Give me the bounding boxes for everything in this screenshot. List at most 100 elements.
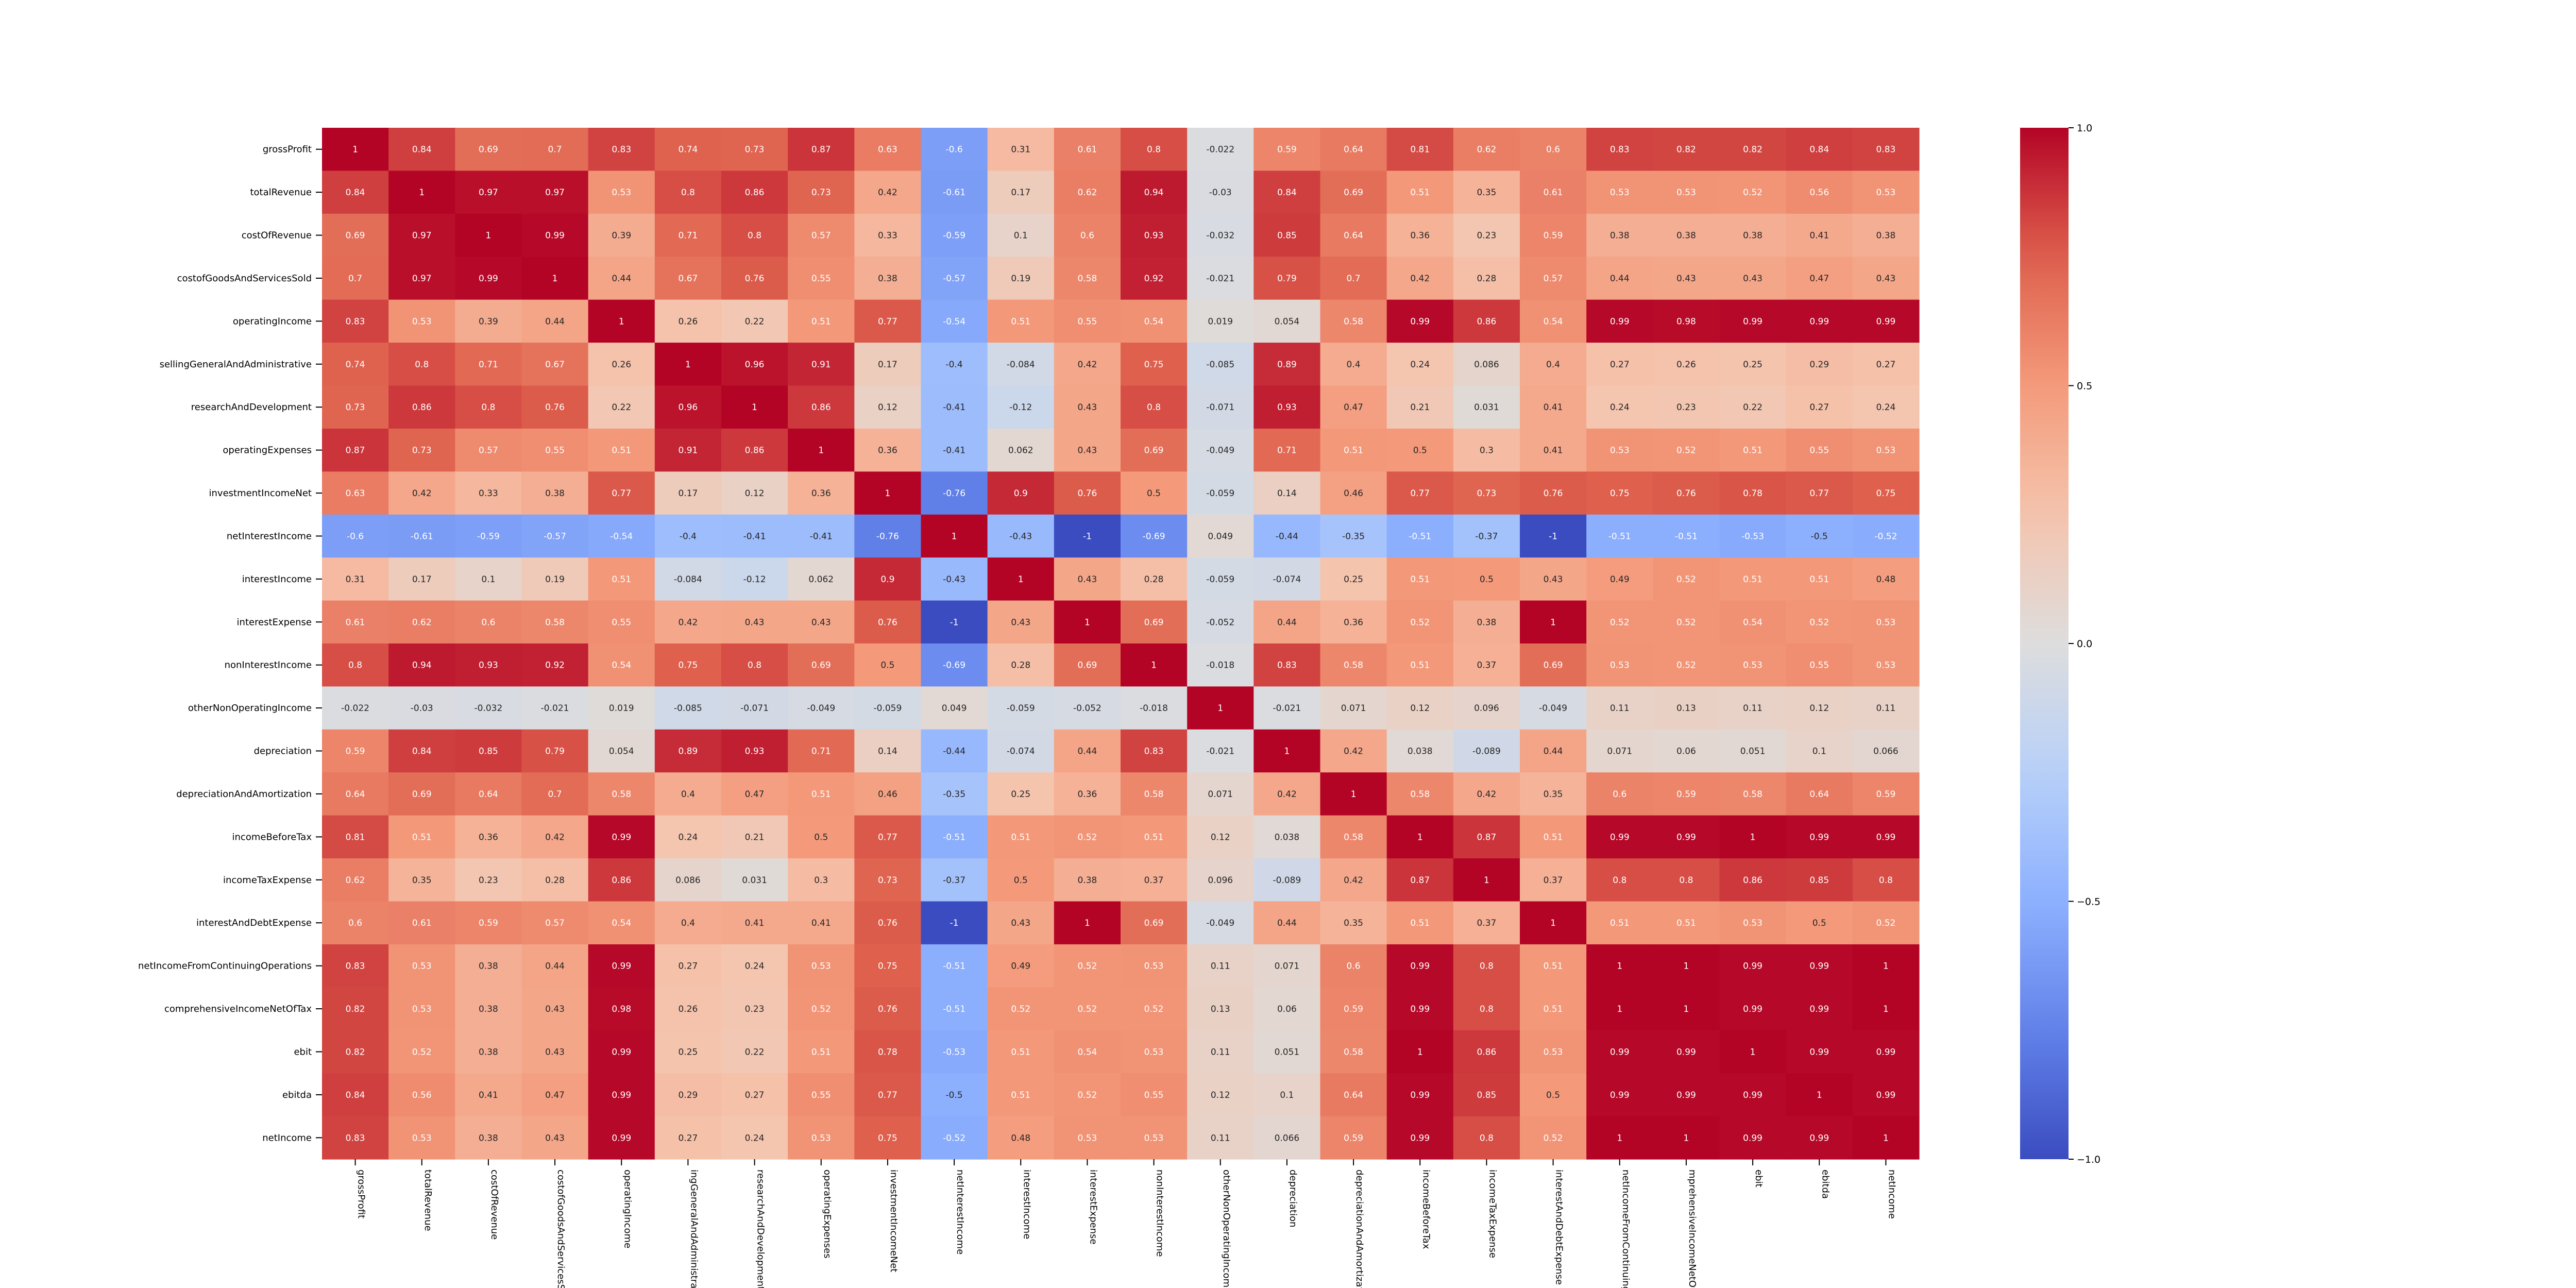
heatmap-cell	[788, 944, 855, 988]
heatmap-cell	[1653, 385, 1720, 429]
cell-value-label: -0.53	[943, 1047, 965, 1057]
heatmap-cell	[1653, 987, 1720, 1031]
heatmap-cell	[521, 944, 589, 988]
y-tick-label: interestIncome	[242, 574, 312, 585]
cell-value-label: 0.54	[1544, 316, 1563, 327]
heatmap-cell	[987, 686, 1055, 730]
heatmap-cell	[654, 600, 722, 644]
cell-value-label: 0.5	[1812, 918, 1826, 928]
cell-value-label: 0.27	[1876, 360, 1895, 370]
cell-value-label: 0.55	[1809, 446, 1829, 456]
heatmap-cell	[921, 471, 988, 515]
heatmap-cell	[455, 987, 522, 1031]
cell-value-label: 0.52	[1011, 1004, 1030, 1014]
heatmap-cell	[788, 987, 855, 1031]
heatmap-cell	[322, 944, 389, 988]
cell-value-label: 0.96	[745, 360, 765, 370]
heatmap-cell	[1253, 257, 1321, 300]
heatmap-cell	[322, 343, 389, 386]
heatmap-cell	[1121, 257, 1188, 300]
heatmap-cell	[1386, 257, 1454, 300]
heatmap-cell	[1719, 901, 1787, 945]
cell-value-label: 0.77	[878, 832, 897, 842]
heatmap-cell	[854, 213, 922, 257]
heatmap-cell	[521, 1116, 589, 1160]
heatmap-cell	[455, 772, 522, 816]
heatmap-cell	[1054, 213, 1121, 257]
heatmap-cell	[987, 428, 1055, 472]
heatmap-cell	[1786, 901, 1853, 945]
cell-value-label: 0.75	[1144, 360, 1164, 370]
heatmap-cell	[1719, 171, 1787, 214]
heatmap-cell	[721, 171, 788, 214]
heatmap-cell	[588, 1073, 655, 1117]
heatmap-cell	[521, 1030, 589, 1074]
cell-value-label: -0.37	[943, 875, 965, 886]
cell-value-label: 0.51	[1610, 918, 1630, 928]
heatmap-cell	[1852, 729, 1920, 773]
cell-value-label: 0.5	[1546, 1090, 1560, 1100]
heatmap-cell	[455, 643, 522, 687]
cell-value-label: 0.7	[348, 274, 362, 284]
cell-value-label: 0.43	[1876, 274, 1895, 284]
heatmap-cell	[521, 815, 589, 859]
cell-value-label: 0.53	[1610, 660, 1630, 671]
cell-value-label: 0.5	[1480, 574, 1494, 585]
heatmap-cell	[1320, 643, 1387, 687]
heatmap-cell	[521, 471, 589, 515]
cell-value-label: 1	[885, 488, 891, 499]
heatmap-cell	[1054, 686, 1121, 730]
cell-value-label: 0.86	[1743, 875, 1762, 886]
cell-value-label: -1	[1549, 531, 1557, 541]
cell-value-label: 0.99	[1809, 1004, 1829, 1014]
cell-value-label: 0.46	[1344, 488, 1363, 499]
heatmap-cell	[1187, 944, 1254, 988]
cell-value-label: -0.51	[943, 832, 965, 842]
heatmap-cell	[721, 686, 788, 730]
cell-value-label: 0.23	[1676, 402, 1696, 413]
heatmap-cell	[1520, 1116, 1587, 1160]
cell-value-label: 0.51	[811, 789, 831, 800]
cell-value-label: 0.051	[1275, 1047, 1300, 1057]
cell-value-label: 0.59	[1676, 789, 1696, 800]
heatmap-cell	[1653, 772, 1720, 816]
cell-value-label: 0.36	[1410, 231, 1430, 241]
cell-value-label: 0.6	[1546, 145, 1560, 155]
cell-value-label: 0.8	[1147, 145, 1161, 155]
heatmap-cell	[654, 858, 722, 902]
y-tick-label: nonInterestIncome	[225, 660, 312, 671]
heatmap-cell	[521, 257, 589, 300]
cell-value-label: 0.55	[545, 446, 565, 456]
heatmap-cell	[854, 299, 922, 343]
cell-value-label: 0.99	[1410, 316, 1430, 327]
cell-value-label: 0.054	[1275, 316, 1300, 327]
cell-value-label: 0.42	[545, 832, 565, 842]
cell-value-label: 0.46	[878, 789, 897, 800]
heatmap-cell	[987, 171, 1055, 214]
heatmap-cell	[1786, 815, 1853, 859]
colorbar-tick-label: 0.0	[2077, 638, 2092, 650]
cell-value-label: 0.071	[1607, 747, 1632, 757]
cell-value-label: 0.14	[878, 747, 897, 757]
cell-value-label: 0.55	[1809, 660, 1829, 671]
cell-value-label: 0.52	[1676, 446, 1696, 456]
cell-value-label: 0.99	[1410, 1090, 1430, 1100]
cell-value-label: 0.19	[545, 574, 565, 585]
heatmap-cell	[1320, 815, 1387, 859]
heatmap-cell	[1320, 858, 1387, 902]
heatmap-cell	[1121, 1073, 1188, 1117]
heatmap-cell	[987, 385, 1055, 429]
heatmap-cell	[521, 514, 589, 558]
heatmap-cell	[654, 815, 722, 859]
heatmap-cell	[788, 343, 855, 386]
heatmap-cell	[987, 128, 1055, 172]
heatmap-cell	[1786, 858, 1853, 902]
cell-value-label: 0.52	[1410, 617, 1430, 628]
cell-value-label: 0.44	[1277, 918, 1297, 928]
heatmap-cell	[1453, 858, 1520, 902]
heatmap-cell	[322, 257, 389, 300]
x-tick-label: netIncome	[1886, 1170, 1897, 1219]
heatmap-cell	[1054, 729, 1121, 773]
cell-value-label: -0.41	[743, 531, 766, 541]
heatmap-cell	[1852, 944, 1920, 988]
